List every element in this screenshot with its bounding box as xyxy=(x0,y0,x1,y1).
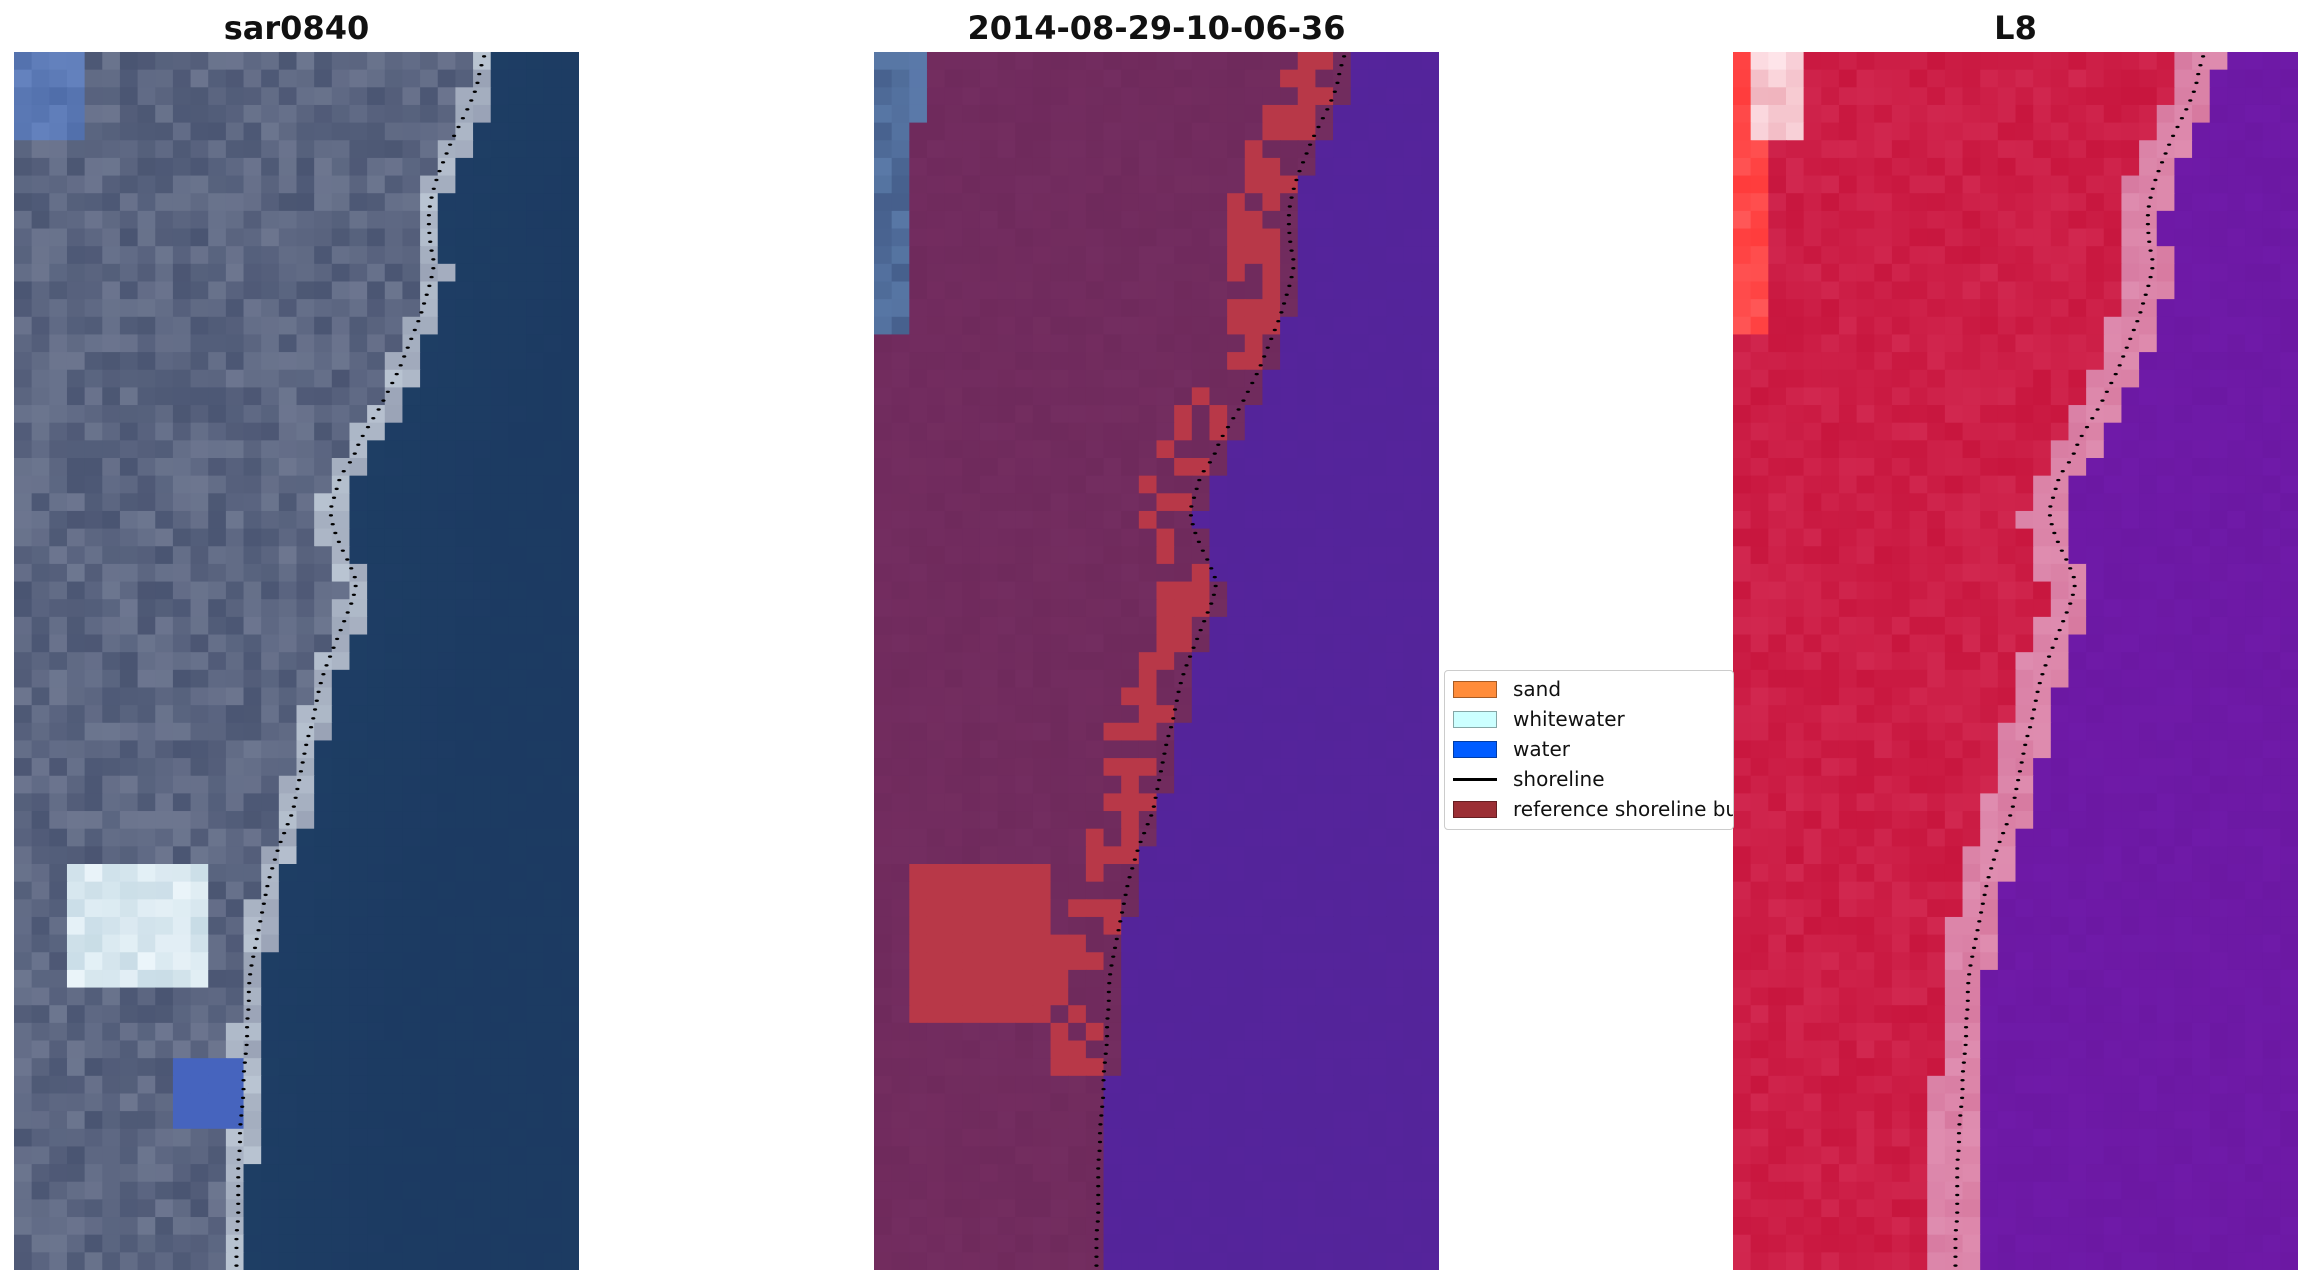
legend-line-shoreline xyxy=(1453,777,1497,781)
panel-title-1: sar0840 xyxy=(223,9,370,47)
panel-title-3: L8 xyxy=(1994,9,2037,47)
legend: sand whitewater water shoreline referenc… xyxy=(1444,670,1734,830)
legend-label-whitewater: whitewater xyxy=(1513,707,1625,731)
legend-swatch-water xyxy=(1453,740,1497,758)
panel-classified-image xyxy=(874,52,1439,1270)
shoreline-dots xyxy=(1953,55,2206,1267)
rgb-image-svg xyxy=(14,52,579,1270)
legend-label-reference-buffer: reference shoreline buffer xyxy=(1513,797,1733,821)
legend-swatch-reference-buffer xyxy=(1453,800,1497,818)
panel-title-2: 2014-08-29-10-06-36 xyxy=(967,9,1346,47)
shoreline-dots xyxy=(234,55,487,1267)
legend-swatch-whitewater xyxy=(1453,710,1497,728)
legend-item-sand: sand xyxy=(1453,677,1561,701)
panel-rgb-image xyxy=(14,52,579,1270)
legend-item-shoreline: shoreline xyxy=(1453,767,1605,791)
legend-item-reference-buffer: reference shoreline buffer xyxy=(1453,797,1733,821)
legend-label-water: water xyxy=(1513,737,1570,761)
legend-label-sand: sand xyxy=(1513,677,1562,701)
shoreline-dots xyxy=(1094,55,1347,1267)
legend-item-water: water xyxy=(1453,737,1570,761)
panel-false-color-image xyxy=(1733,52,2298,1270)
classified-image-svg xyxy=(874,52,1439,1270)
legend-item-whitewater: whitewater xyxy=(1453,707,1625,731)
legend-label-shoreline: shoreline xyxy=(1513,767,1605,791)
false-color-image-svg xyxy=(1733,52,2298,1270)
legend-swatch-sand xyxy=(1453,680,1497,698)
